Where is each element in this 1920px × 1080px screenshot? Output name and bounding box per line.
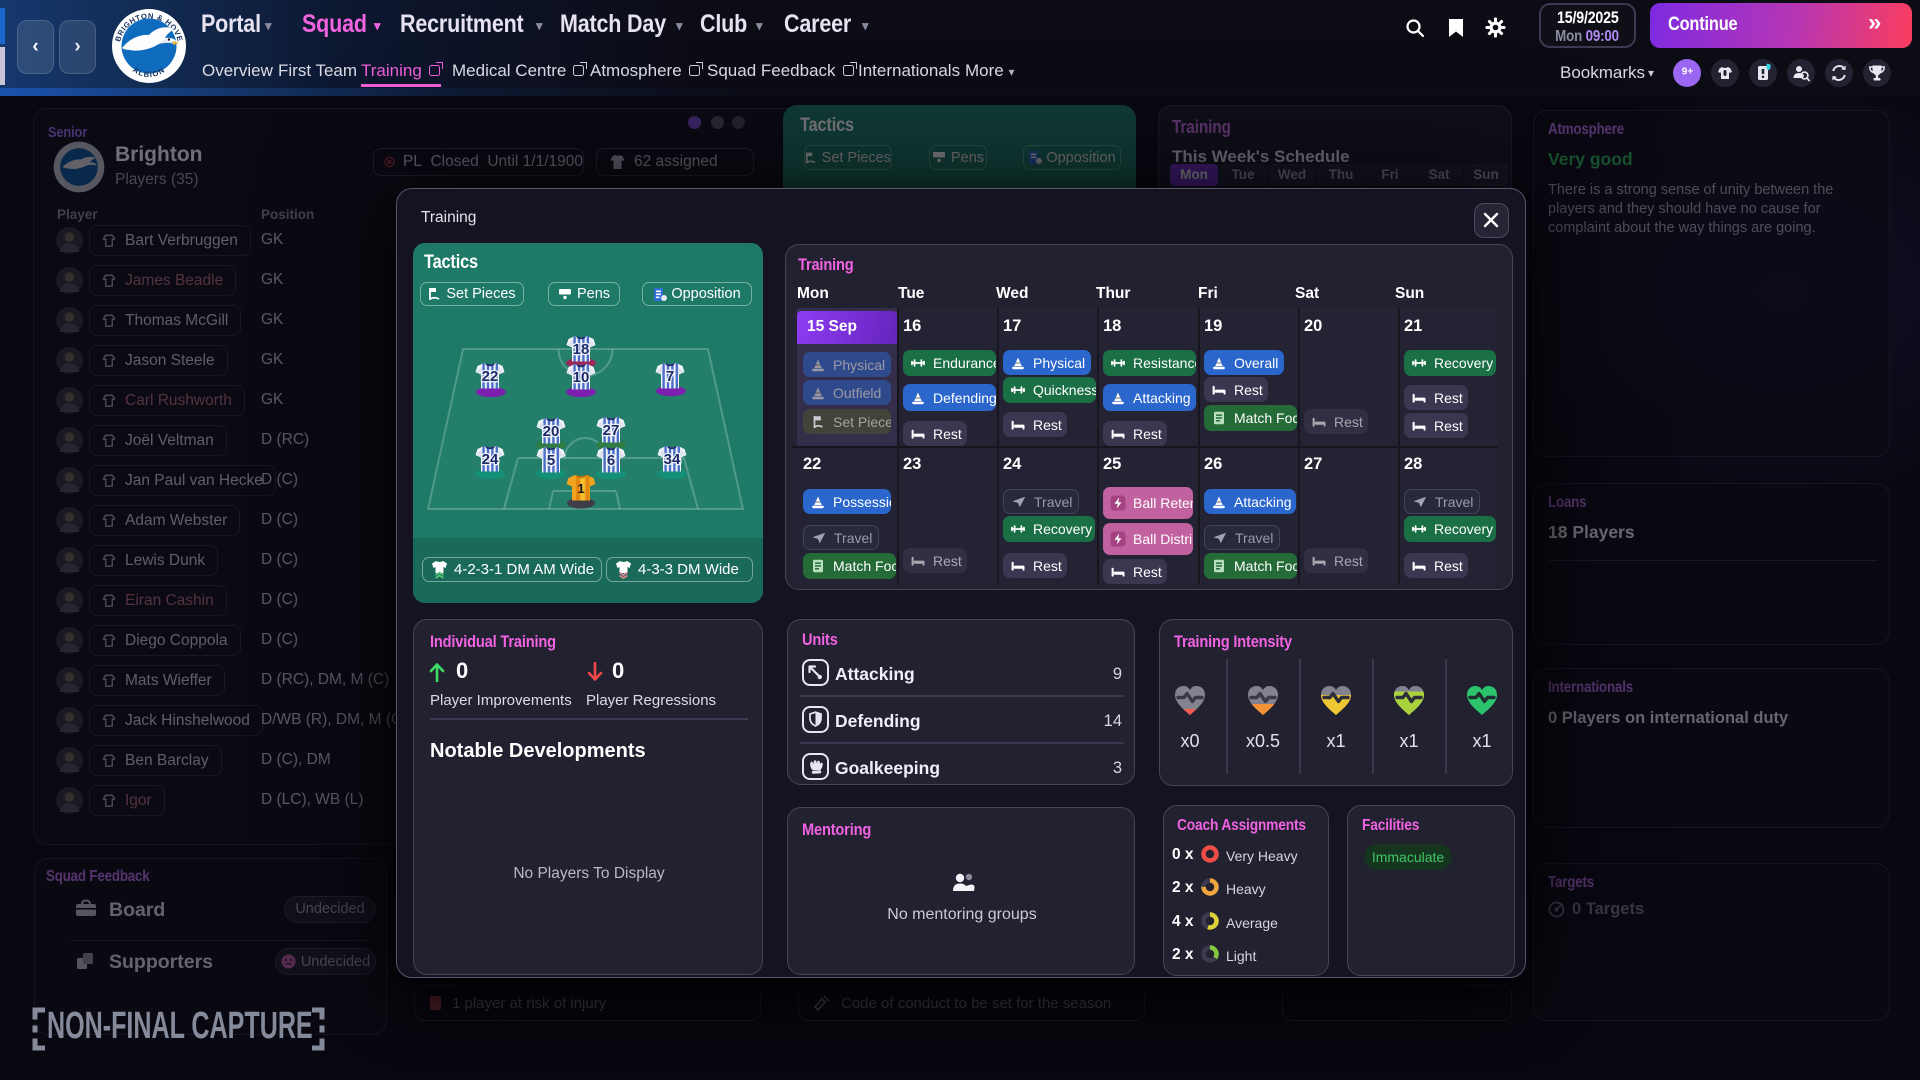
svg-text:10: 10: [573, 369, 590, 386]
svg-text:34: 34: [664, 451, 681, 468]
svg-text:1: 1: [577, 481, 584, 496]
svg-text:9+: 9+: [1682, 67, 1694, 78]
svg-text:6: 6: [607, 452, 615, 469]
svg-text:24: 24: [482, 451, 499, 468]
svg-text:7: 7: [666, 368, 674, 385]
svg-text:22: 22: [482, 368, 499, 385]
svg-text:ALBION: ALBION: [131, 65, 167, 79]
svg-text:20: 20: [543, 423, 560, 440]
svg-text:18: 18: [573, 341, 590, 358]
svg-text:27: 27: [603, 422, 620, 439]
svg-text:5: 5: [547, 452, 555, 469]
